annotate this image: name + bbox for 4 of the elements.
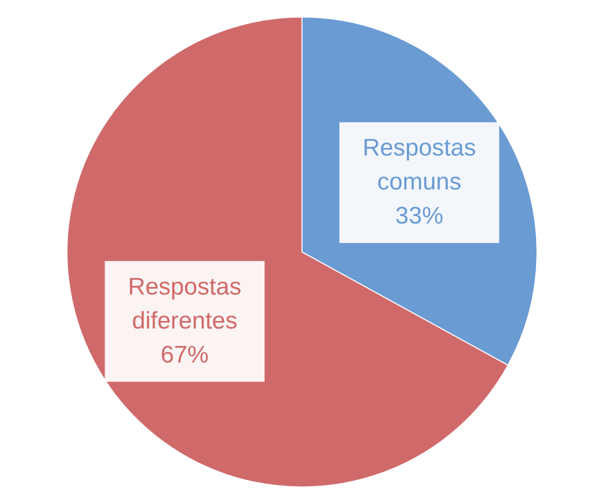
slice-label: Respostas comuns [362, 134, 476, 196]
slice-label: Respostas diferentes [128, 273, 242, 334]
data-label: 67% [160, 341, 209, 368]
data-label: 33% [395, 202, 444, 230]
